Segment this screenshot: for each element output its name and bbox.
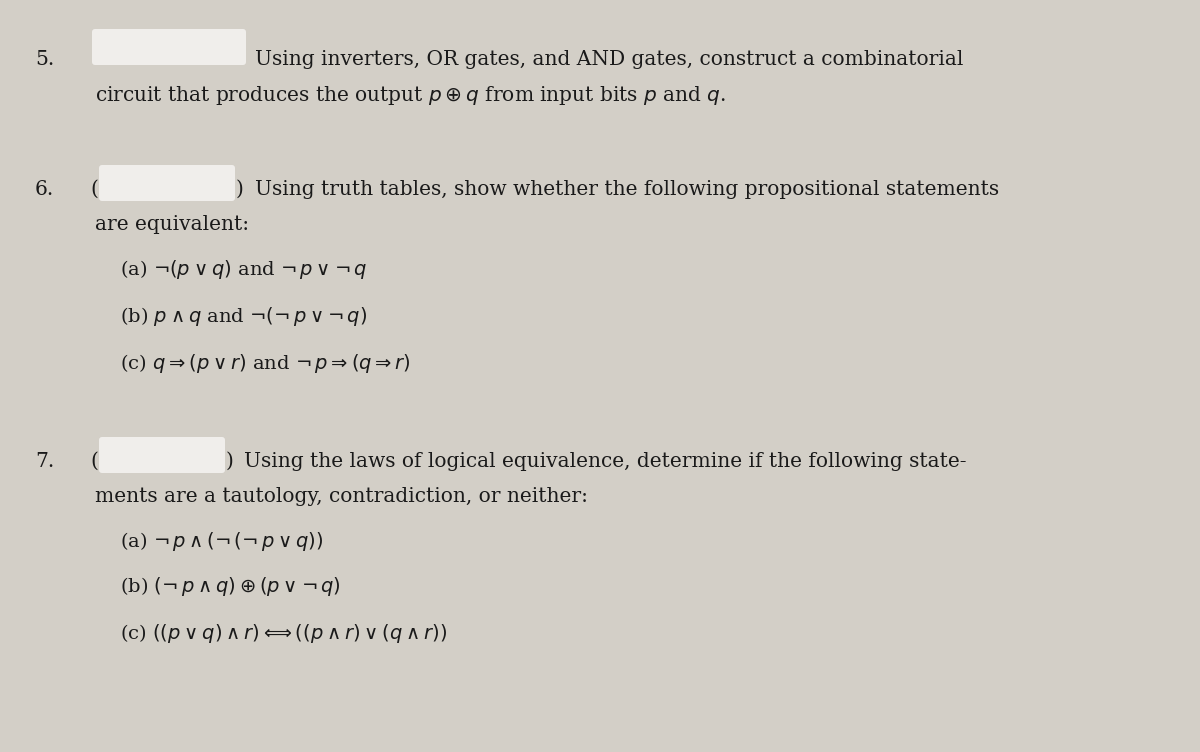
Text: ments are a tautology, contradiction, or neither:: ments are a tautology, contradiction, or…	[95, 487, 588, 506]
FancyBboxPatch shape	[98, 165, 235, 201]
Text: circuit that produces the output $p \oplus q$ from input bits $p$ and $q$.: circuit that produces the output $p \opl…	[95, 84, 726, 107]
Text: (b) $p \wedge q$ and $\neg(\neg\, p \vee \neg\, q)$: (b) $p \wedge q$ and $\neg(\neg\, p \vee…	[120, 305, 367, 328]
Text: 7.: 7.	[35, 452, 54, 471]
Text: (: (	[90, 452, 98, 471]
Text: 6.: 6.	[35, 180, 54, 199]
Text: (a) $\neg(p \vee q)$ and $\neg\, p \vee \neg\, q$: (a) $\neg(p \vee q)$ and $\neg\, p \vee …	[120, 258, 367, 281]
Text: are equivalent:: are equivalent:	[95, 215, 250, 234]
Text: (a) $\neg\, p \wedge (\neg\,(\neg\, p \vee q))$: (a) $\neg\, p \wedge (\neg\,(\neg\, p \v…	[120, 530, 323, 553]
Text: (c) $q \Rightarrow (p \vee r)$ and $\neg\, p \Rightarrow (q \Rightarrow r)$: (c) $q \Rightarrow (p \vee r)$ and $\neg…	[120, 352, 410, 375]
Text: Using truth tables, show whether the following propositional statements: Using truth tables, show whether the fol…	[256, 180, 1000, 199]
Text: Using inverters, OR gates, and AND gates, construct a combinatorial: Using inverters, OR gates, and AND gates…	[256, 50, 964, 69]
FancyBboxPatch shape	[98, 437, 226, 473]
FancyBboxPatch shape	[92, 29, 246, 65]
Text: (c) $((p \vee q) \wedge r) \Longleftrightarrow ((p \wedge r) \vee (q \wedge r))$: (c) $((p \vee q) \wedge r) \Longleftrigh…	[120, 622, 448, 645]
Text: (: (	[90, 180, 98, 199]
Text: Using the laws of logical equivalence, determine if the following state-: Using the laws of logical equivalence, d…	[244, 452, 966, 471]
Text: ): )	[226, 452, 234, 471]
Text: 5.: 5.	[35, 50, 54, 69]
Text: ): )	[236, 180, 244, 199]
Text: (b) $(\neg\, p \wedge q) \oplus (p \vee \neg\, q)$: (b) $(\neg\, p \wedge q) \oplus (p \vee …	[120, 575, 341, 598]
